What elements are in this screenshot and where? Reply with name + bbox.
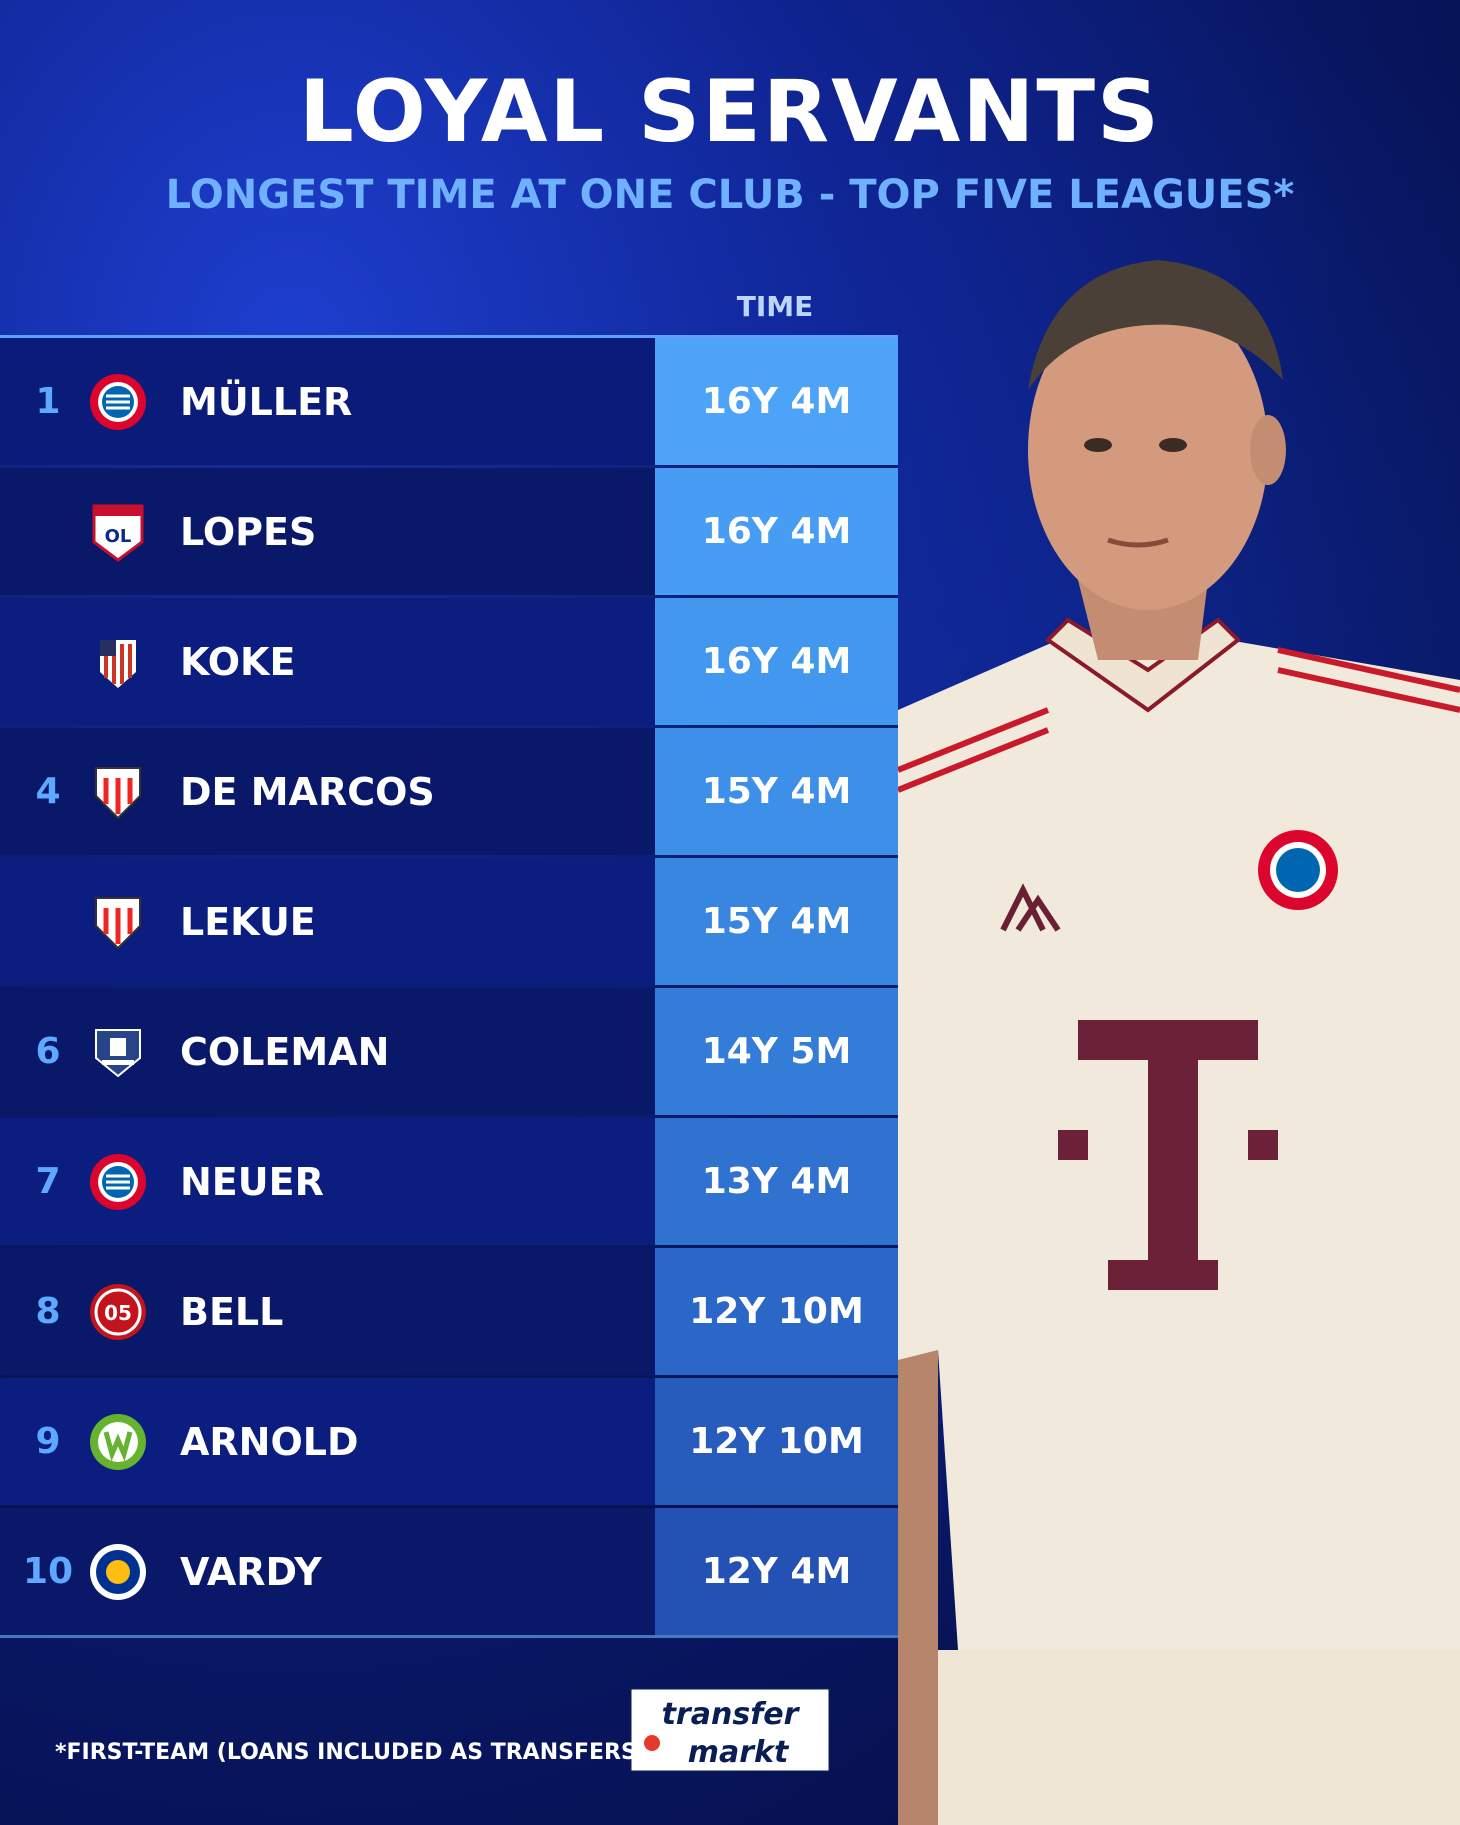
footnote: *FIRST-TEAM (LOANS INCLUDED AS TRANSFERS…	[55, 1740, 647, 1765]
rank-number: 9	[35, 1421, 61, 1462]
svg-text:OL: OL	[105, 526, 132, 547]
logo-line-1: transfer	[662, 1697, 801, 1732]
table-row: LEKUE 15Y 4M	[0, 858, 898, 985]
table-row: 6 COLEMAN 14Y 5M	[0, 988, 898, 1115]
time-column-header: TIME	[736, 290, 814, 323]
bayern-munich-crest-icon	[90, 374, 146, 430]
logo-line-2: markt	[688, 1735, 790, 1770]
transfermarkt-logo: transfer markt	[630, 1688, 830, 1772]
time-cell: 13Y 4M	[655, 1118, 898, 1245]
bayern-munich-crest-icon	[90, 1154, 146, 1210]
player-name: ARNOLD	[180, 1419, 359, 1464]
page-title: LOYAL SERVANTS	[299, 62, 1161, 162]
leicester-city-crest-icon	[90, 1544, 146, 1600]
rank-number	[18, 598, 78, 725]
page-subtitle: LONGEST TIME AT ONE CLUB - TOP FIVE LEAG…	[165, 172, 1295, 218]
time-cell: 16Y 4M	[655, 468, 898, 595]
player-name: KOKE	[180, 639, 296, 684]
atletico-madrid-crest-icon	[100, 640, 136, 688]
rank-number: 8	[35, 1291, 61, 1332]
player-name: LOPES	[180, 509, 317, 554]
time-cell: 12Y 10M	[655, 1378, 898, 1505]
table-row: 10 VARDY 12Y 4M	[0, 1508, 898, 1635]
svg-text:05: 05	[104, 1301, 132, 1325]
athletic-club-crest-icon	[95, 767, 141, 820]
table-row: 4 DE MARCOS 15Y 4M	[0, 728, 898, 855]
time-cell: 14Y 5M	[655, 988, 898, 1115]
player-name: LEKUE	[180, 899, 316, 944]
time-cell: 16Y 4M	[655, 598, 898, 725]
rank-number: 4	[35, 771, 61, 812]
ranking-table: 1 MÜLLER 16Y 4M OL LOPES 16Y 4M KOKE 16Y…	[0, 335, 898, 1638]
time-cell: 12Y 4M	[655, 1508, 898, 1635]
player-name: DE MARCOS	[180, 769, 435, 814]
rank-number	[18, 858, 78, 985]
everton-crest-icon	[95, 1029, 141, 1078]
table-row: 8 05 BELL 12Y 10M	[0, 1248, 898, 1375]
rank-number: 7	[35, 1161, 61, 1202]
mainz-05-crest-icon: 05	[90, 1284, 146, 1340]
table-row: 1 MÜLLER 16Y 4M	[0, 338, 898, 465]
rank-number: 6	[35, 1031, 61, 1072]
player-name: COLEMAN	[180, 1029, 390, 1074]
table-row: 7 NEUER 13Y 4M	[0, 1118, 898, 1245]
player-name: NEUER	[180, 1159, 324, 1204]
vfl-wolfsburg-crest-icon	[90, 1414, 146, 1470]
rank-number: 1	[35, 381, 61, 422]
player-name: VARDY	[180, 1549, 322, 1594]
time-cell: 16Y 4M	[655, 338, 898, 465]
rank-number: 10	[22, 1551, 74, 1592]
rank-number	[18, 468, 78, 595]
table-row: OL LOPES 16Y 4M	[0, 468, 898, 595]
player-name: MÜLLER	[180, 379, 353, 424]
time-cell: 15Y 4M	[655, 858, 898, 985]
table-row: 9 ARNOLD 12Y 10M	[0, 1378, 898, 1505]
table-row: KOKE 16Y 4M	[0, 598, 898, 725]
player-name: BELL	[180, 1289, 284, 1334]
olympique-lyonnais-crest-icon: OL	[92, 504, 144, 562]
athletic-club-crest-icon	[95, 897, 141, 950]
time-cell: 12Y 10M	[655, 1248, 898, 1375]
time-cell: 15Y 4M	[655, 728, 898, 855]
player-photo	[898, 260, 1460, 1825]
